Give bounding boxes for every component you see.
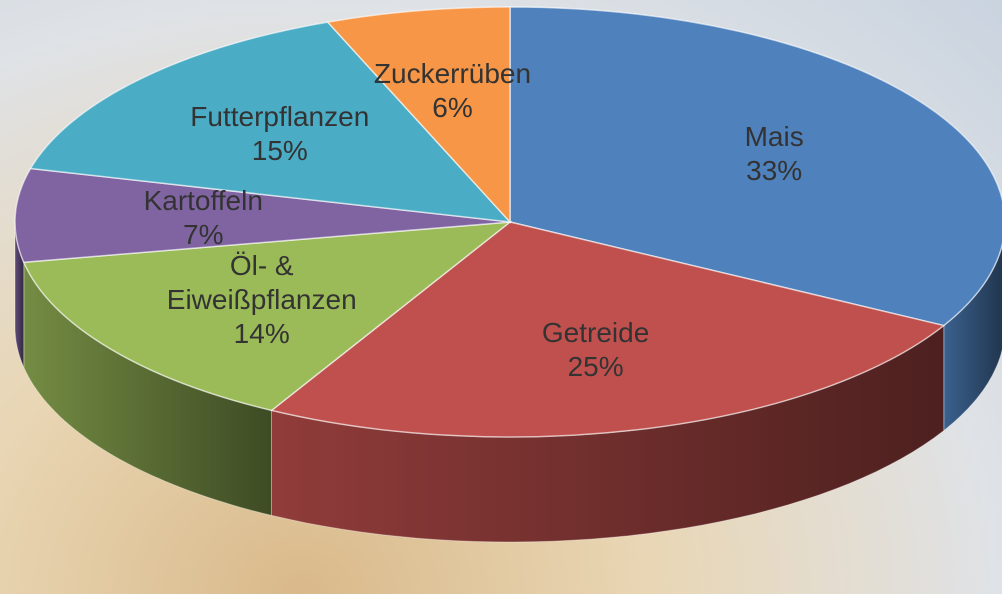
page: (() => { const data = JSON.parse(documen… [0, 0, 1002, 594]
value-label: 15% [252, 135, 308, 166]
category-label: Kartoffeln [144, 185, 263, 216]
value-label: 33% [746, 155, 802, 186]
value-label: 7% [183, 219, 223, 250]
category-label: Mais [745, 121, 804, 152]
value-label: 6% [432, 92, 472, 123]
category-label: Zuckerrüben [374, 58, 531, 89]
category-label: Öl- & Eiweißpflanzen [167, 250, 357, 315]
value-label: 25% [568, 351, 624, 382]
value-label: 14% [234, 318, 290, 349]
category-label: Getreide [542, 317, 649, 348]
